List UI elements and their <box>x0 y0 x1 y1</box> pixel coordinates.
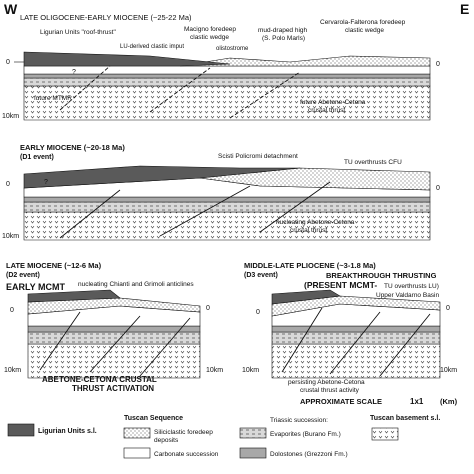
panel-title: MIDDLE-LATE PLIOCENE (~3-1.8 Ma) <box>244 261 376 270</box>
evaporite-layer <box>23 77 431 87</box>
foredeep-layer <box>179 55 431 67</box>
legend: Ligurian Units s.l. Tuscan Sequence Sili… <box>7 415 440 459</box>
label-future-mtmr: future MTMR <box>34 95 72 102</box>
label-mud-high: mud-draped high <box>258 27 308 34</box>
scale-label: APPROXIMATE SCALE <box>300 397 382 406</box>
depth-0-right: 0 <box>436 185 440 192</box>
legend-evaporites: Evaporites (Burano Fm.) <box>270 431 341 438</box>
legend-swatch-dolostones <box>239 447 267 459</box>
depth-0-right: 0 <box>206 305 210 312</box>
label-breakthrough: BREAKTHROUGH THRUSTING <box>326 271 437 280</box>
panel-early-miocene: EARLY MIOCENE (~20-18 Ma) (D1 event) 0 1… <box>2 143 440 241</box>
label-tu-lu: TU overthrusts LU) <box>384 283 439 290</box>
legend-basement: Tuscan basement s.l. <box>370 415 440 422</box>
label-mud-high-2: (S. Polo Marls) <box>262 35 305 42</box>
depth-10km: 10km <box>242 367 259 374</box>
panel-event: (D2 event) <box>6 272 40 279</box>
label-macigno: Macigno foredeep <box>184 26 236 33</box>
label-early-mcmt: EARLY MCMT <box>6 282 66 292</box>
depth-10km: 10km <box>2 233 19 240</box>
ligurian-layer <box>271 289 341 305</box>
label-valdarno: Upper Valdarno Basin <box>376 292 439 299</box>
label-chianti: nucleating Chianti and Grimoli anticline… <box>78 281 194 288</box>
label-tu-overthrusts: TU overthrusts CFU <box>344 159 402 166</box>
label-question: ? <box>72 69 76 76</box>
evaporite-layer <box>27 331 201 345</box>
legend-carbonate: Carbonate succession <box>154 451 219 458</box>
label-macigno-2: clastic wedge <box>190 34 229 41</box>
label-nucleating: nucleating Abetone-Cetona <box>276 219 355 226</box>
panel-pliocene: MIDDLE-LATE PLIOCENE (~3-1.8 Ma) (D3 eve… <box>242 261 457 394</box>
carbonate-layer <box>23 65 431 75</box>
label-future-abetone-2: crustal thrust <box>308 107 345 114</box>
label-ligurian-roof: Ligurian Units "roof-thrust" <box>40 29 116 36</box>
panel-title: EARLY MIOCENE (~20-18 Ma) <box>20 143 125 152</box>
depth-0: 0 <box>6 181 10 188</box>
scale-bar: APPROXIMATE SCALE 1x1 (Km) <box>300 397 458 406</box>
panel-title: LATE MIOCENE (~12-6 Ma) <box>6 261 102 270</box>
thrust-lines <box>39 311 191 377</box>
thrust-lines <box>59 65 301 119</box>
legend-triassic-header: Triassic succession: <box>270 417 328 424</box>
panel-late-miocene: LATE MIOCENE (~12-6 Ma) (D2 event) 0 10k… <box>4 261 223 393</box>
legend-swatch-siliciclastic <box>123 427 151 439</box>
evaporite-layer <box>23 201 431 213</box>
label-persisting-2: crustal thrust activity <box>300 387 360 394</box>
legend-swatch-ligurian <box>7 423 35 437</box>
label-cervarola: Cervarola-Falterona foredeep <box>320 19 406 26</box>
label-activation: ABETONE-CETONA CRUSTAL <box>42 375 157 384</box>
panel-late-oligocene: LATE OLIGOCENE-EARLY MIOCENE (~25-22 Ma)… <box>2 13 440 121</box>
ligurian-layer <box>27 289 121 303</box>
depth-10km-right: 10km <box>206 367 223 374</box>
legend-swatch-evaporites <box>239 427 267 439</box>
label-present-mcmt: (PRESENT MCMT- <box>304 280 377 290</box>
basement-layer <box>271 343 441 379</box>
depth-10km: 10km <box>4 367 21 374</box>
legend-dolostones: Dolostones (Grezzoni Fm.) <box>270 451 348 458</box>
label-activation-2: THRUST ACTIVATION <box>72 384 154 393</box>
depth-10km: 10km <box>2 113 19 120</box>
ligurian-layer <box>23 165 301 189</box>
depth-10km-right: 10km <box>440 367 457 374</box>
label-scisti-policromi: Scisti Policromi detachment <box>218 153 298 160</box>
legend-swatch-basement <box>371 427 399 441</box>
legend-siliciclastic-2: deposits <box>154 437 179 444</box>
dolostone-layer <box>271 325 441 333</box>
panel-title: LATE OLIGOCENE-EARLY MIOCENE (~25-22 Ma) <box>20 13 192 22</box>
thrust-lines <box>281 307 431 377</box>
label-question: ? <box>44 179 48 186</box>
legend-tuscan-header: Tuscan Sequence <box>124 415 183 422</box>
thrust-lines <box>59 181 331 239</box>
basement-layer <box>23 85 431 121</box>
depth-0: 0 <box>6 59 10 66</box>
label-cervarola-2: clastic wedge <box>345 27 384 34</box>
ligurian-layer <box>23 51 231 67</box>
depth-0-right: 0 <box>446 305 450 312</box>
depth-0-right: 0 <box>436 61 440 68</box>
scale-value: 1x1 <box>410 397 424 406</box>
scale-unit: (Km) <box>440 397 458 406</box>
panel-event: (D3 event) <box>244 272 278 279</box>
west-label: W <box>4 1 18 17</box>
label-lu-input: LU-derived clastic imput <box>120 44 184 50</box>
basement-layer <box>27 343 201 379</box>
legend-siliciclastic: Siliciclastic foredeep <box>154 429 213 436</box>
label-persisting: persisting Abetone-Cetona <box>288 379 365 386</box>
panel-event: (D1 event) <box>20 154 54 161</box>
legend-ligurian: Ligurian Units s.l. <box>38 428 97 435</box>
label-olistostrome: olistostrome <box>216 46 249 52</box>
label-nucleating-2: crustal thrust <box>290 227 327 234</box>
label-future-abetone: future Abetone-Cetona <box>300 99 366 106</box>
dolostone-layer <box>27 325 201 333</box>
depth-0: 0 <box>10 307 14 314</box>
basement-layer <box>23 211 431 241</box>
east-label: E <box>460 1 469 17</box>
depth-0: 0 <box>256 309 260 316</box>
legend-swatch-carbonate <box>123 447 151 459</box>
dolostone-layer <box>23 73 431 79</box>
dolostone-layer <box>23 196 431 203</box>
